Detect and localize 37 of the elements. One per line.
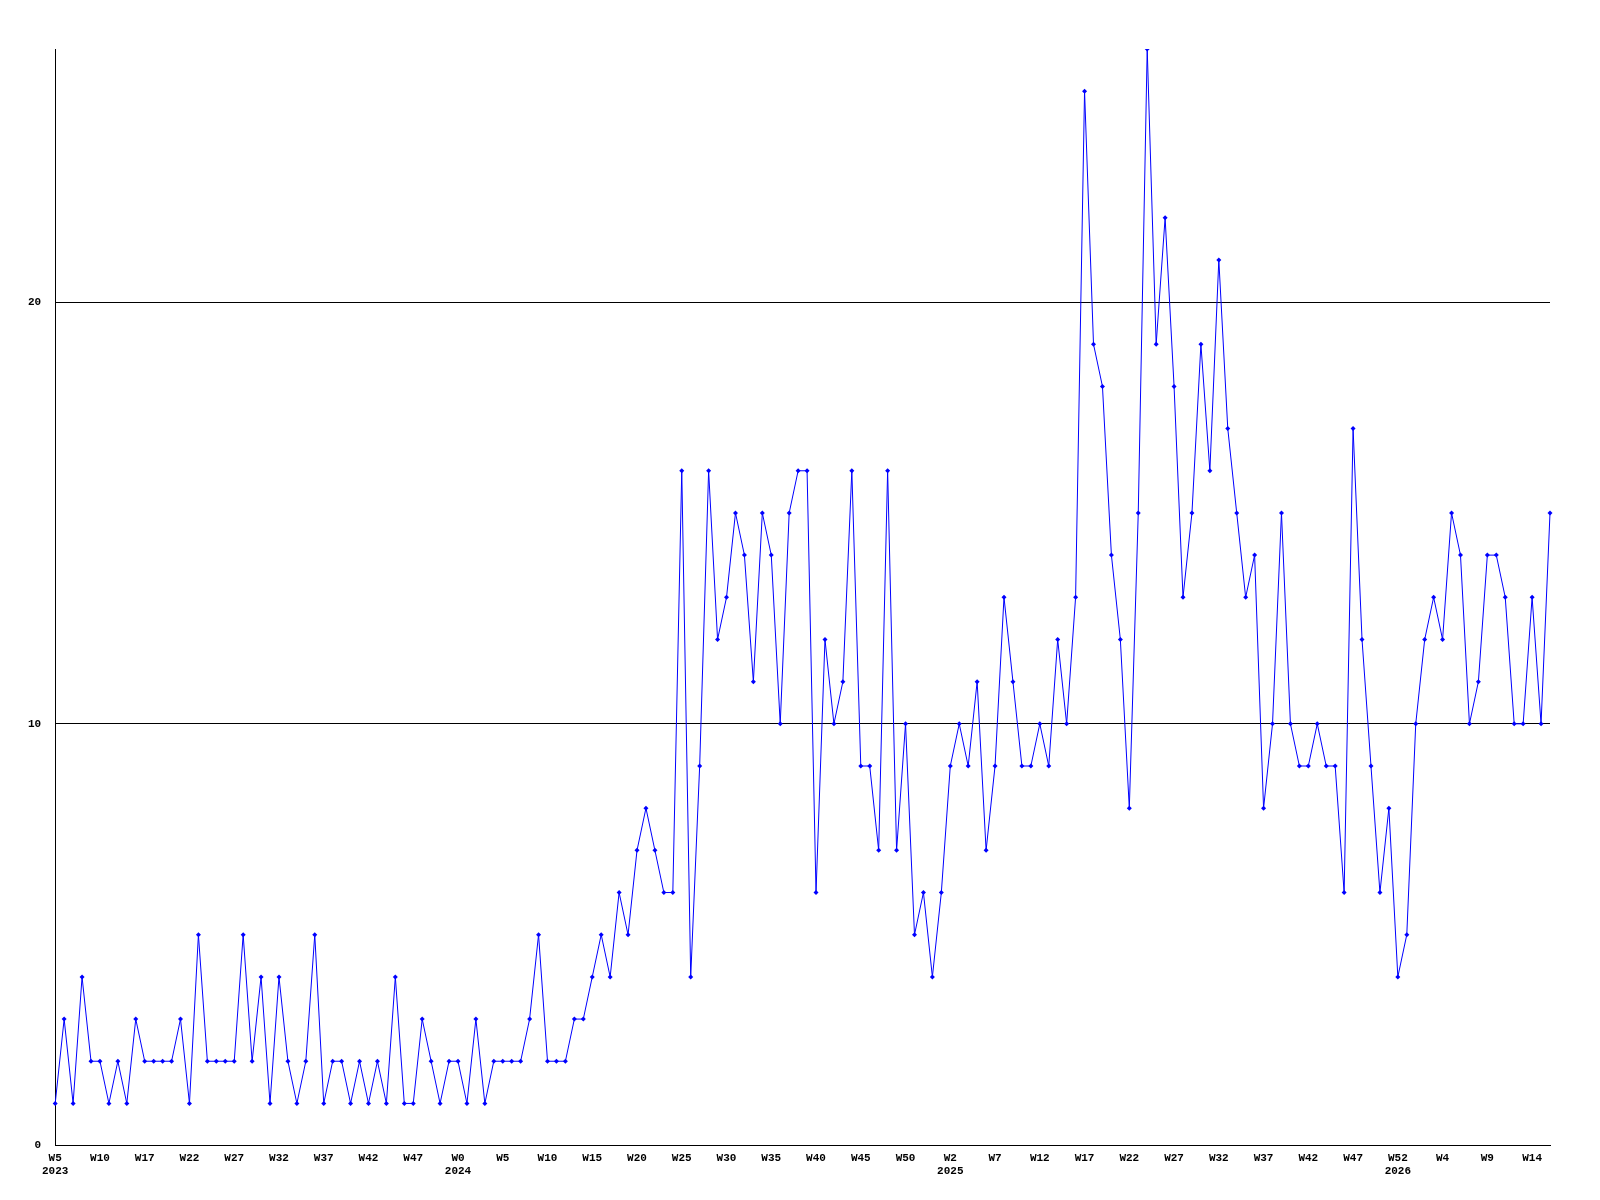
x-tick-label: W42 <box>358 1151 379 1164</box>
x-tick-label: W37 <box>313 1151 334 1164</box>
x-tick-label: W10 <box>90 1151 110 1164</box>
x-tick-label: W32 <box>269 1151 289 1164</box>
x-tick-label: W7 <box>988 1151 1002 1164</box>
x-tick-label: W17 <box>134 1151 155 1164</box>
x-tick-label: W27 <box>1164 1151 1184 1164</box>
x-tick-label: W30 <box>716 1151 737 1164</box>
x-tick-label: W32 <box>1208 1151 1229 1164</box>
x-tick-label: W25 <box>671 1151 693 1164</box>
x-tick-label: W5 <box>496 1151 510 1164</box>
x-tick-label: W45 <box>850 1151 872 1164</box>
x-tick-label: W35 <box>761 1151 782 1164</box>
x-tick-label: W17 <box>1074 1151 1095 1164</box>
y-tick-label: 10 <box>28 717 42 730</box>
x-tick-label: W14 <box>1522 1151 1543 1164</box>
y-tick-label: 20 <box>28 295 42 308</box>
x-tick-label: W47 <box>403 1151 424 1164</box>
x-tick-label: W15 <box>582 1151 603 1164</box>
x-tick-label: W22 <box>179 1151 200 1164</box>
x-tick-label: W37 <box>1253 1151 1274 1164</box>
x-tick-label: W42 <box>1298 1151 1319 1164</box>
x-tick-label: W10 <box>537 1151 558 1164</box>
x-tick-label: W40 <box>806 1151 826 1164</box>
y-tick-label: 0 <box>34 1139 42 1152</box>
x-tick-label: W12 <box>1029 1151 1050 1164</box>
x-tick-label: W4 <box>1435 1151 1450 1164</box>
x-tick-label: W2 2025 <box>937 1151 964 1178</box>
x-tick-label: W5 2023 <box>42 1151 69 1178</box>
x-tick-label: W52 2026 <box>1384 1151 1412 1178</box>
x-tick-label: W50 <box>895 1151 916 1164</box>
x-tick-label: W47 <box>1343 1151 1363 1164</box>
x-tick-label: W27 <box>224 1151 245 1164</box>
x-tick-label: W22 <box>1119 1151 1140 1164</box>
x-tick-label: W0 2024 <box>444 1151 472 1178</box>
x-tick-label: W9 <box>1480 1151 1494 1164</box>
x-tick-label: W20 <box>627 1151 647 1164</box>
